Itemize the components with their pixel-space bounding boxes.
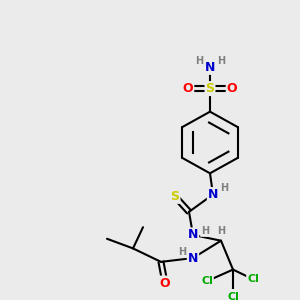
Text: N: N (188, 228, 198, 242)
Text: H: H (195, 56, 203, 66)
Text: Cl: Cl (247, 274, 259, 284)
Text: S: S (170, 190, 179, 203)
Text: H: H (178, 247, 186, 257)
Text: H: H (201, 226, 209, 236)
Text: N: N (188, 251, 198, 265)
Text: H: H (217, 226, 225, 236)
Text: N: N (208, 188, 218, 201)
Text: S: S (206, 82, 214, 95)
Text: N: N (205, 61, 215, 74)
Text: O: O (183, 82, 193, 95)
Text: H: H (220, 183, 228, 193)
Text: Cl: Cl (201, 276, 213, 286)
Text: O: O (160, 277, 170, 290)
Text: Cl: Cl (227, 292, 239, 300)
Text: O: O (227, 82, 237, 95)
Text: H: H (217, 56, 225, 66)
